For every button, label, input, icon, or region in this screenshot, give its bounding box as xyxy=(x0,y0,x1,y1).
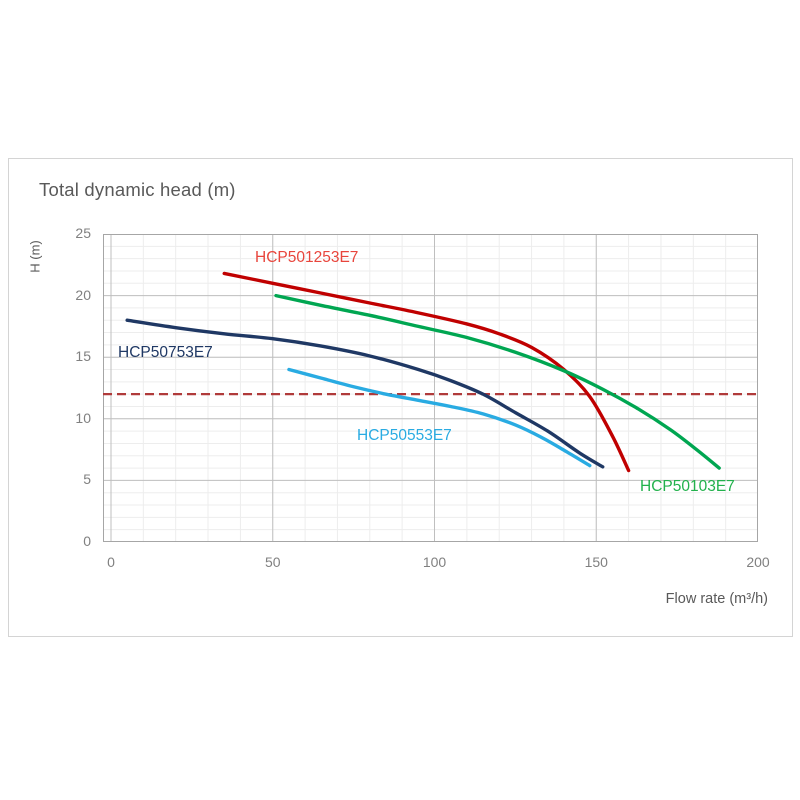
chart-title: Total dynamic head (m) xyxy=(39,179,236,200)
x-tick-label: 100 xyxy=(422,554,447,570)
y-tick-label: 15 xyxy=(75,348,91,365)
series-label-HCP501253E7: HCP501253E7 xyxy=(255,249,359,266)
x-axis-title: Flow rate (m³/h) xyxy=(665,591,768,607)
y-tick-label: 25 xyxy=(75,225,91,241)
series-label-HCP50753E7: HCP50753E7 xyxy=(118,344,213,361)
y-tick-label: 5 xyxy=(83,471,91,488)
series-curve-HCP50553E7[interactable] xyxy=(287,367,592,468)
x-tick-label: 150 xyxy=(584,554,608,570)
x-tick-label: 50 xyxy=(264,554,281,570)
series-label-HCP50553E7: HCP50553E7 xyxy=(357,427,452,444)
major-gridlines xyxy=(103,234,758,542)
series-curve-HCP50103E7[interactable] xyxy=(274,293,721,470)
y-tick-label: 20 xyxy=(75,286,91,303)
series-curve-HCP50753E7[interactable] xyxy=(125,318,605,469)
x-tick-label: 0 xyxy=(107,554,115,570)
series-curve-HCP501253E7[interactable] xyxy=(222,271,631,473)
y-tick-label: 0 xyxy=(83,533,91,549)
series-label-HCP50103E7: HCP50103E7 xyxy=(640,478,735,495)
plot-frame xyxy=(103,234,758,542)
plot-svg xyxy=(103,234,758,542)
x-tick-label: 200 xyxy=(746,554,770,570)
chart-card: Total dynamic head (m) H (m) Flow rate (… xyxy=(8,158,793,637)
y-tick-label: 10 xyxy=(75,409,91,426)
y-axis-title: H (m) xyxy=(27,240,43,273)
plot-area xyxy=(103,234,758,542)
